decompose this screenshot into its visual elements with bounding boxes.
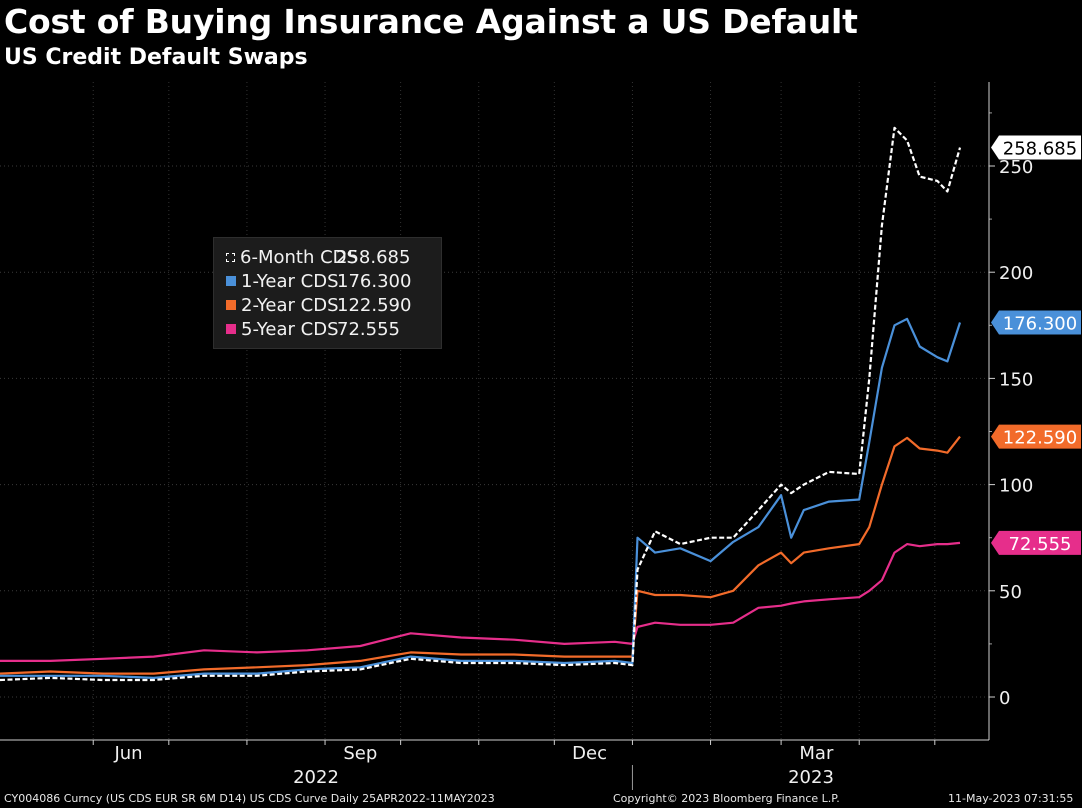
- legend-swatch: [226, 324, 236, 334]
- legend-item: 5-Year CDS 72.555: [214, 317, 441, 341]
- legend-swatch: [226, 252, 235, 262]
- footer-source: CY004086 Curncy (US CDS EUR SR 6M D14) U…: [4, 792, 495, 805]
- x-tick-label: Sep: [343, 743, 377, 764]
- y-tick-label: 200: [999, 263, 1033, 284]
- series-group: [0, 126, 962, 682]
- y-tick-label: 50: [999, 582, 1022, 603]
- last-value-tag: [991, 530, 1081, 555]
- last-value-label: 258.685: [1003, 139, 1077, 160]
- y-tick-label: 150: [999, 369, 1033, 390]
- last-value-tags: 258.685 176.300 122.590 72.555: [991, 135, 1081, 555]
- series-line-6-month-cds: [0, 126, 962, 682]
- y-tick-label: 100: [999, 476, 1033, 497]
- last-value-label: 122.590: [1003, 428, 1077, 449]
- series-line-2-year-cds: [0, 435, 961, 675]
- x-tick-label: Mar: [799, 743, 834, 764]
- last-value-tag: [991, 310, 1081, 335]
- legend-series-value: 72.555: [337, 318, 400, 340]
- legend-swatch: [226, 300, 236, 310]
- last-value-tag: [991, 135, 1081, 160]
- y-tick-label: 250: [999, 157, 1033, 178]
- last-value-label: 72.555: [1009, 534, 1072, 555]
- last-value-label: 176.300: [1003, 314, 1077, 335]
- x-tick-label: Dec: [572, 743, 607, 764]
- legend-series-value: 258.685: [336, 246, 411, 268]
- legend-series-name: 5-Year CDS: [241, 318, 339, 340]
- footer-timestamp: 11-May-2023 07:31:55: [948, 792, 1074, 805]
- y-tick-label: 0: [999, 688, 1010, 709]
- legend-item: 1-Year CDS 176.300: [214, 269, 441, 293]
- year-label: 2023: [788, 767, 834, 788]
- grid-lines: [0, 82, 989, 740]
- legend-series-name: 1-Year CDS: [241, 270, 339, 292]
- last-value-tag: [991, 424, 1081, 449]
- series-line-1-year-cds: [0, 317, 962, 680]
- year-label: 2022: [293, 767, 339, 788]
- chart-title: Cost of Buying Insurance Against a US De…: [4, 2, 858, 41]
- chart-subtitle: US Credit Default Swaps: [4, 45, 308, 70]
- legend-series-value: 122.590: [337, 294, 412, 316]
- axes: 0 50 100 150 200 250 Jun Sep Dec Mar 2022 2023: [0, 82, 1033, 790]
- legend-item: 6-Month CDS 258.685: [214, 245, 441, 269]
- legend-item: 2-Year CDS 122.590: [214, 293, 441, 317]
- series-line-5-year-cds: [0, 541, 961, 663]
- footer-copyright: Copyright© 2023 Bloomberg Finance L.P.: [613, 792, 840, 805]
- legend: 6-Month CDS 258.685 1-Year CDS 176.300 2-Yea…: [213, 237, 442, 349]
- legend-series-value: 176.300: [337, 270, 412, 292]
- x-tick-label: Jun: [113, 743, 142, 764]
- legend-series-name: 2-Year CDS: [241, 294, 339, 316]
- legend-swatch: [226, 276, 236, 286]
- legend-series-name: 6-Month CDS: [240, 246, 358, 268]
